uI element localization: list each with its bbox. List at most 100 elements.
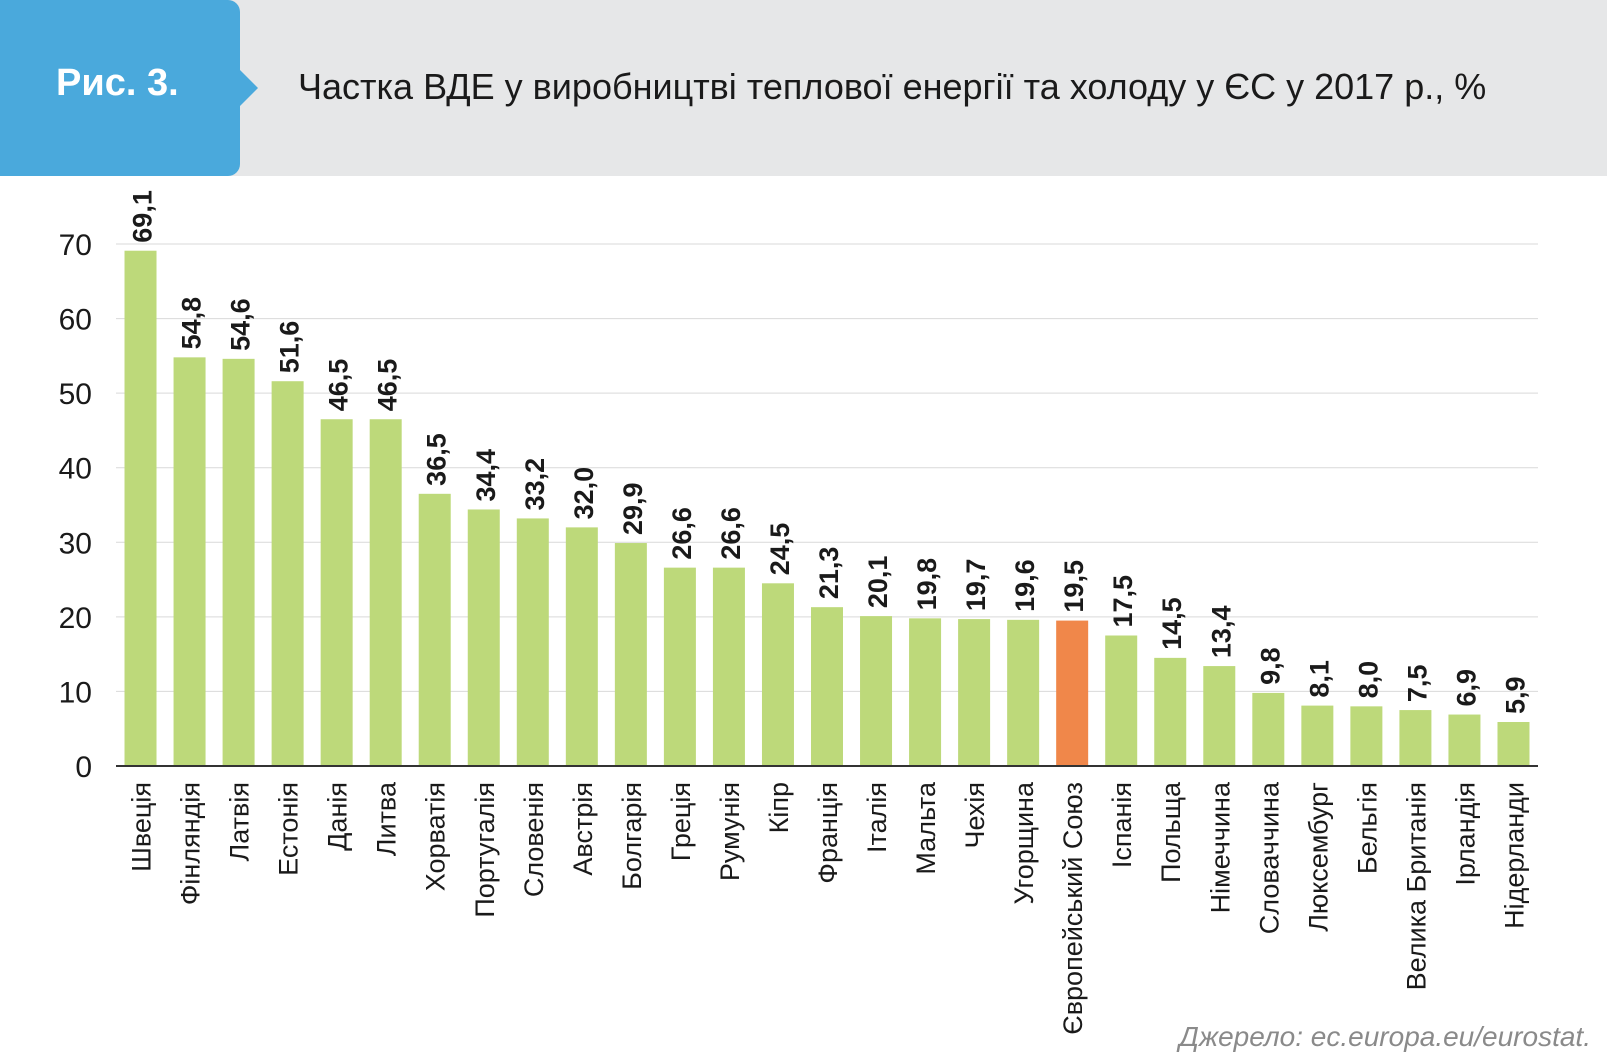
value-label: 9,8 [1255,647,1285,685]
category-label: Польща [1156,781,1186,883]
bar [958,619,991,766]
category-label: Хорватія [421,782,451,891]
bar [712,567,745,766]
bar [1399,710,1432,766]
category-label: Словаччина [1254,781,1284,934]
bar [614,543,647,766]
bar [516,518,549,766]
bar [1154,657,1187,766]
value-label: 5,9 [1500,676,1530,714]
category-label: Португалія [470,782,500,918]
value-label: 21,3 [814,547,844,600]
value-label: 32,0 [569,467,599,520]
bar [1301,705,1334,766]
figure-label: Рис. 3. [56,62,179,104]
bar [173,357,206,766]
value-label: 36,5 [422,433,452,486]
value-label: 46,5 [324,359,354,412]
category-label: Італія [862,782,892,853]
category-label: Данія [323,782,353,851]
category-label: Угорщина [1009,781,1039,904]
category-label: Болгарія [617,782,647,890]
category-label: Нідерланди [1499,782,1529,929]
bar [418,493,451,766]
value-label: 26,6 [667,507,697,560]
value-label: 26,6 [716,507,746,560]
category-label: Мальта [911,781,941,875]
bar-highlight [1056,620,1089,766]
category-label: Румунія [715,782,745,881]
value-label: 14,5 [1157,597,1187,650]
value-label: 29,9 [618,482,648,535]
bar [222,358,255,766]
bar [761,583,794,766]
source-note: Джерело: ec.europa.eu/eurostat. [1179,1021,1591,1052]
category-label: Іспанія [1107,782,1137,868]
bar [909,618,942,766]
bar [1105,635,1138,766]
header: Рис. 3. Частка ВДЕ у виробництві теплово… [0,0,1607,176]
value-label: 8,0 [1353,661,1383,699]
bar [565,527,598,766]
y-tick-label: 60 [59,304,92,337]
category-label: Швеція [127,782,157,872]
value-label: 54,8 [177,297,207,350]
value-label: 19,6 [1010,559,1040,612]
y-tick-label: 70 [59,229,92,262]
value-label: 19,7 [961,559,991,612]
bar [1252,692,1285,766]
bar [467,509,500,766]
value-label: 7,5 [1402,665,1432,703]
bar [271,381,304,766]
y-tick-label: 0 [75,751,92,784]
bar [1448,714,1481,766]
bar [320,419,353,766]
category-label: Франція [813,782,843,884]
value-label: 34,4 [471,449,501,502]
chart-title: Частка ВДЕ у виробництві теплової енергі… [298,66,1487,107]
category-label: Латвія [225,782,255,861]
category-label: Австрія [568,782,598,876]
category-label: Кіпр [764,782,794,833]
value-label: 69,1 [128,190,158,243]
bar [1203,666,1236,766]
value-label: 17,5 [1108,575,1138,628]
value-label: 13,4 [1206,606,1236,659]
value-label: 33,2 [520,458,550,511]
category-label: Ірландія [1450,782,1480,886]
category-label: Фінляндія [176,782,206,905]
y-tick-label: 40 [59,453,92,486]
bar [860,616,893,766]
bar [1497,722,1530,766]
category-label: Естонія [274,782,304,876]
value-label: 46,5 [373,359,403,412]
category-label: Європейський Союз [1058,782,1088,1035]
y-tick-label: 10 [59,676,92,709]
value-label: 19,5 [1059,560,1089,613]
category-label: Словенія [519,782,549,897]
category-label: Німеччина [1205,781,1235,913]
category-label: Люксембург [1303,782,1333,932]
bar [124,250,157,766]
category-label: Литва [372,781,402,856]
bar [811,607,843,766]
bar [663,567,696,766]
value-label: 20,1 [863,556,893,609]
bar [1350,706,1383,766]
y-tick-label: 20 [59,602,92,635]
figure-badge: Рис. 3. [0,0,258,176]
bar [369,419,402,766]
chart-panel [0,176,1607,1064]
value-label: 54,6 [226,298,256,351]
category-label: Греція [666,782,696,861]
category-label: Бельгія [1352,782,1382,874]
y-tick-label: 50 [59,378,92,411]
category-label: Чехія [960,782,990,849]
bar [1007,619,1040,766]
y-tick-label: 30 [59,527,92,560]
value-label: 8,1 [1304,660,1334,698]
value-label: 24,5 [765,523,795,576]
category-label: Велика Британія [1401,782,1431,990]
value-label: 19,8 [912,558,942,611]
